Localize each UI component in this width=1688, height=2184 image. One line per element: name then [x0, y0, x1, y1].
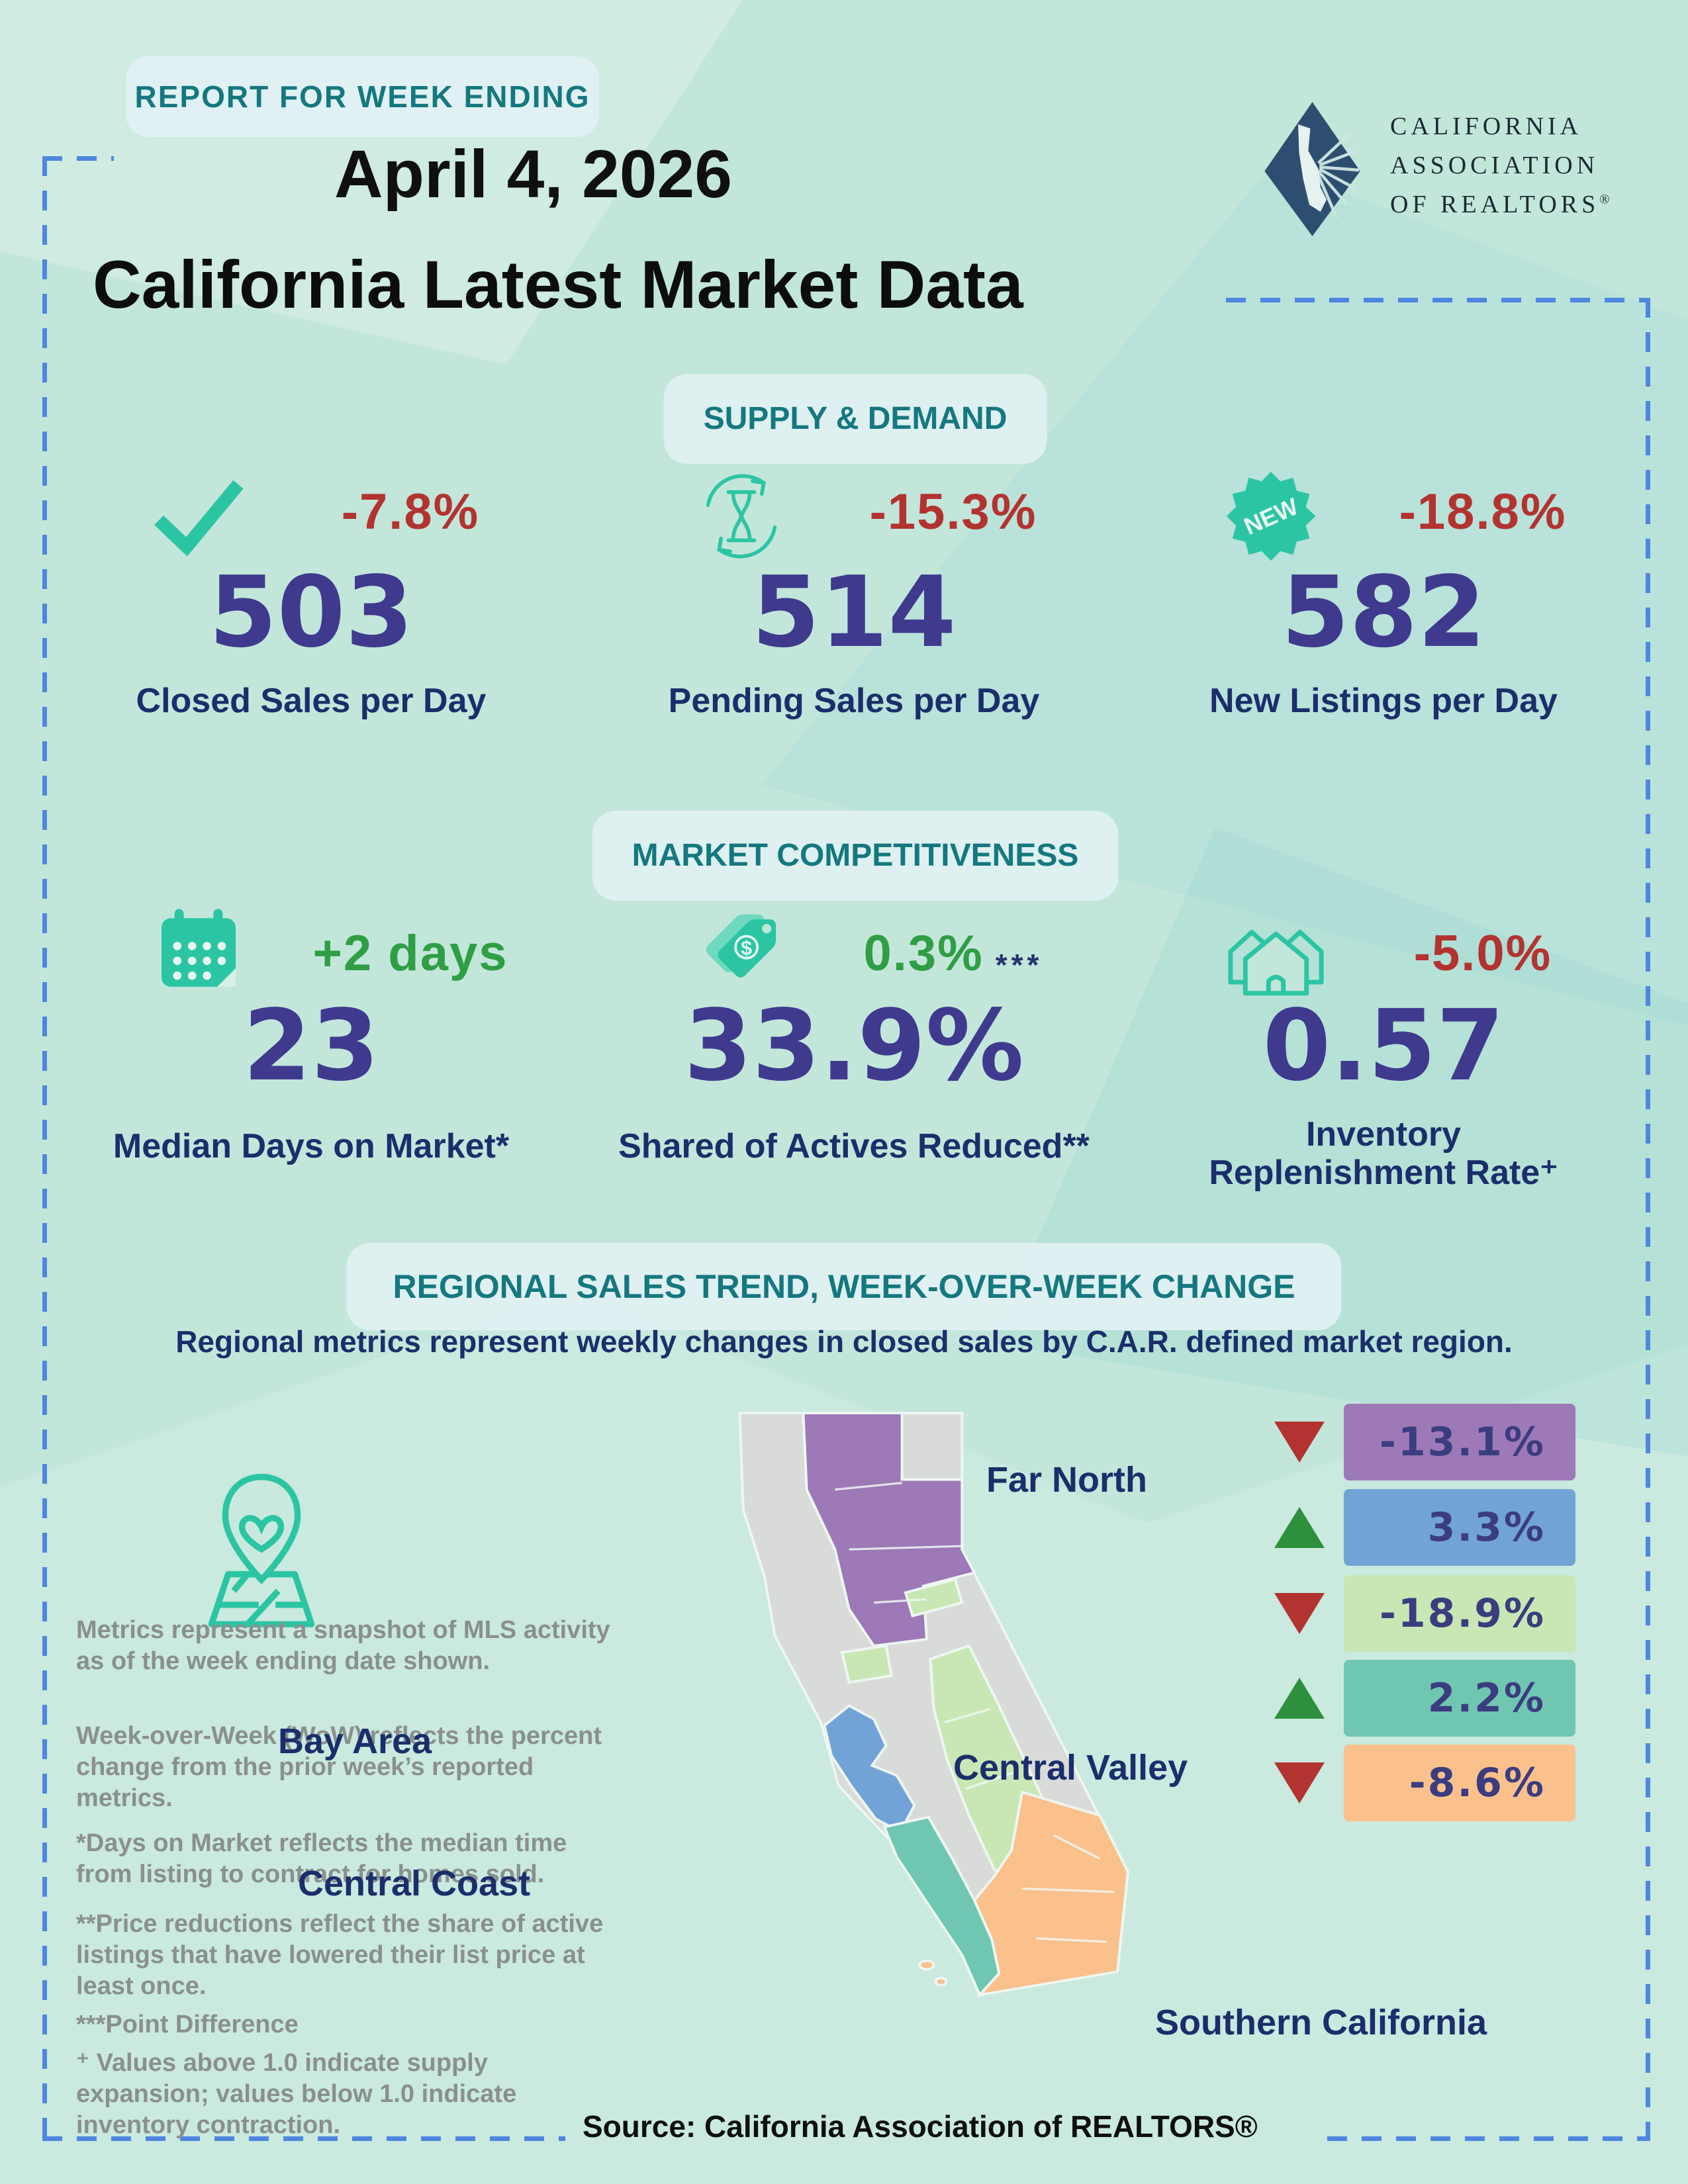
dashed-border-top-right — [1226, 298, 1646, 302]
map-region-central-valley-patch — [840, 1644, 893, 1684]
section-badge-market-competitiveness: MARKET COMPETITIVENESS — [592, 811, 1119, 901]
stat-label: Closed Sales per Day — [136, 682, 487, 720]
stat-value: 514 — [751, 555, 957, 669]
map-label-bay-area: Bay Area — [278, 1721, 432, 1761]
map-island — [934, 1976, 948, 1987]
triangle-up-icon — [1274, 1507, 1325, 1548]
car-logo-text: CALIFORNIA ASSOCIATION OF REALTORS® — [1390, 107, 1613, 224]
report-date: April 4, 2026 — [334, 136, 732, 212]
dashed-border-bottom-left — [42, 2136, 565, 2141]
hourglass-cycle-icon — [706, 474, 777, 559]
section-badge-regional: REGIONAL SALES TREND, WEEK-OVER-WEEK CHA… — [346, 1243, 1342, 1330]
stat-value: 582 — [1281, 555, 1486, 669]
footnote: ***Point Difference — [76, 2011, 299, 2038]
map-region-far-north — [802, 1412, 976, 1647]
stat-inventory-replenishment: -5.0% 0.57 Inventory Replenishment Rate⁺ — [1125, 897, 1642, 1192]
regional-subtitle: Regional metrics represent weekly change… — [175, 1324, 1513, 1359]
stat-actives-reduced: $ 0.3% *** 33.9% Shared of Actives Reduce… — [596, 897, 1112, 1181]
stat-value: 503 — [209, 555, 414, 669]
calendar-icon — [162, 909, 236, 987]
triangle-down-icon — [1274, 1422, 1325, 1463]
legend-value-far-north: -13.1% — [1344, 1404, 1575, 1480]
map-pin-heart-icon — [208, 1473, 315, 1627]
page-title: California Latest Market Data — [93, 247, 1023, 322]
dashed-border-right — [1646, 298, 1650, 2141]
svg-text:$: $ — [741, 937, 752, 960]
car-logo-line1: CALIFORNIA — [1390, 113, 1583, 140]
footnote: **Price reductions reflect the share of … — [76, 1910, 604, 2000]
stat-label: Shared of Actives Reduced** — [618, 1127, 1090, 1165]
price-tags-icon: $ — [706, 914, 776, 978]
section-badge-supply-demand: SUPPLY & DEMAND — [663, 374, 1047, 464]
stat-label: Inventory Replenishment Rate⁺ — [1209, 1115, 1558, 1193]
car-logo-diamond-icon — [1264, 102, 1360, 236]
wow-change: 0.3% *** — [863, 925, 1043, 982]
registered-mark: ® — [1599, 192, 1614, 207]
map-label-southern-california: Southern California — [1155, 2003, 1487, 2042]
wow-change: -18.8% — [1399, 484, 1567, 540]
map-label-central-coast: Central Coast — [298, 1864, 531, 1903]
stat-label: Pending Sales per Day — [668, 682, 1040, 720]
wow-change: -5.0% — [1413, 925, 1552, 981]
dashed-border-left — [42, 156, 47, 2141]
houses-icon — [1228, 929, 1324, 996]
car-logo: CALIFORNIA ASSOCIATION OF REALTORS® — [1258, 98, 1655, 250]
map-island — [918, 1959, 935, 1971]
map-region-bay-area — [823, 1704, 916, 1834]
footnote: ⁺ Values above 1.0 indicate supply expan… — [76, 2049, 517, 2139]
map-label-central-valley: Central Valley — [953, 1748, 1188, 1788]
wow-change: -15.3% — [869, 484, 1037, 540]
point-difference-note: *** — [995, 948, 1043, 982]
map-county-lines — [835, 1482, 1114, 1943]
map-region-central-valley-north — [904, 1578, 964, 1617]
stat-label: New Listings per Day — [1209, 682, 1558, 720]
car-logo-line2: ASSOCIATION — [1390, 151, 1599, 179]
wow-change: +2 days — [312, 925, 508, 981]
stat-closed-sales: -7.8% 503 Closed Sales per Day — [53, 463, 569, 748]
map-region-southern-california — [972, 1790, 1130, 1997]
footnote: Metrics represent a snapshot of MLS acti… — [76, 1616, 610, 1675]
footnote: Week-over-Week (WoW) reflects the percen… — [76, 1722, 602, 1812]
legend-value-central-valley: -18.9% — [1344, 1575, 1575, 1652]
california-region-map — [738, 1412, 1130, 1997]
report-week-badge: REPORT FOR WEEK ENDING — [126, 56, 599, 137]
stat-pending-sales: -15.3% 514 Pending Sales per Day — [596, 463, 1112, 748]
wow-change: -7.8% — [341, 484, 480, 540]
triangle-up-icon — [1274, 1678, 1325, 1719]
stat-label: Median Days on Market* — [113, 1127, 510, 1165]
legend-value-bay-area: 3.3% — [1344, 1489, 1575, 1566]
source-attribution: Source: California Association of REALTO… — [583, 2109, 1258, 2144]
footnote: *Days on Market reflects the median time… — [76, 1829, 567, 1888]
dashed-border-bottom-right — [1327, 2136, 1646, 2141]
stat-value: 33.9% — [684, 989, 1024, 1103]
dashed-border-top-left — [42, 156, 114, 161]
checkmark-icon — [154, 480, 244, 557]
stat-value: 0.57 — [1262, 989, 1505, 1103]
map-label-far-north: Far North — [986, 1460, 1147, 1500]
legend-value-central-coast: 2.2% — [1344, 1660, 1575, 1737]
stat-value: 23 — [243, 989, 379, 1103]
stat-median-days: +2 days 23 Median Days on Market* — [53, 897, 569, 1181]
triangle-down-icon — [1274, 1762, 1325, 1803]
stat-new-listings: NEW -18.8% 582 New Listings per Day — [1125, 463, 1642, 748]
legend-value-southern-california: -8.6% — [1344, 1745, 1575, 1821]
new-starburst-icon: NEW — [1226, 471, 1316, 561]
car-logo-line3: OF REALTORS® — [1390, 190, 1614, 218]
triangle-down-icon — [1274, 1593, 1325, 1634]
